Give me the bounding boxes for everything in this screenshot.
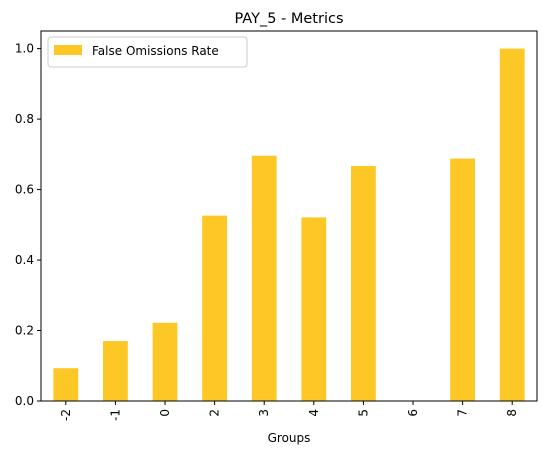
y-tick-label: 1.0: [15, 42, 34, 56]
x-tick-label: 7: [456, 409, 470, 417]
bar--2: [53, 368, 79, 401]
x-tick-label: 6: [406, 409, 420, 417]
x-tick-label: -1: [108, 409, 122, 421]
bar-5: [351, 165, 376, 401]
legend-box: [47, 36, 248, 68]
x-axis-label: Groups: [268, 431, 311, 445]
y-tick-label: 0.8: [15, 112, 34, 126]
bar-0: [152, 322, 178, 401]
x-axis: -2 -1 0 2 3 4 5 6 7 8: [59, 401, 519, 421]
plot-frame: [40, 30, 538, 402]
bar-8: [499, 48, 525, 402]
x-tick-label: -2: [59, 409, 73, 421]
legend: False Omissions Rate: [47, 36, 248, 68]
x-tick-label: 0: [158, 409, 172, 417]
y-tick-label: 0.4: [15, 253, 34, 267]
x-tick-label: 8: [505, 409, 519, 417]
x-tick-label: 3: [257, 409, 271, 417]
x-tick-label: 4: [307, 409, 321, 417]
chart-title: PAY_5 - Metrics: [234, 11, 343, 27]
legend-swatch: [54, 45, 82, 55]
y-tick-label: 0.2: [15, 324, 34, 338]
y-tick-label: 0.0: [15, 394, 34, 408]
bar-7: [450, 158, 475, 401]
bar-2: [202, 215, 227, 401]
y-axis: 0.0 0.2 0.4 0.6 0.8 1.0: [15, 42, 41, 408]
bar--1: [103, 341, 128, 401]
y-tick-label: 0.6: [15, 183, 34, 197]
x-tick-label: 5: [356, 409, 370, 417]
legend-label: False Omissions Rate: [92, 44, 219, 58]
bar-group: [53, 48, 525, 402]
bar-4: [301, 217, 327, 401]
x-tick-label: 2: [208, 409, 222, 417]
bar-3: [251, 155, 277, 401]
